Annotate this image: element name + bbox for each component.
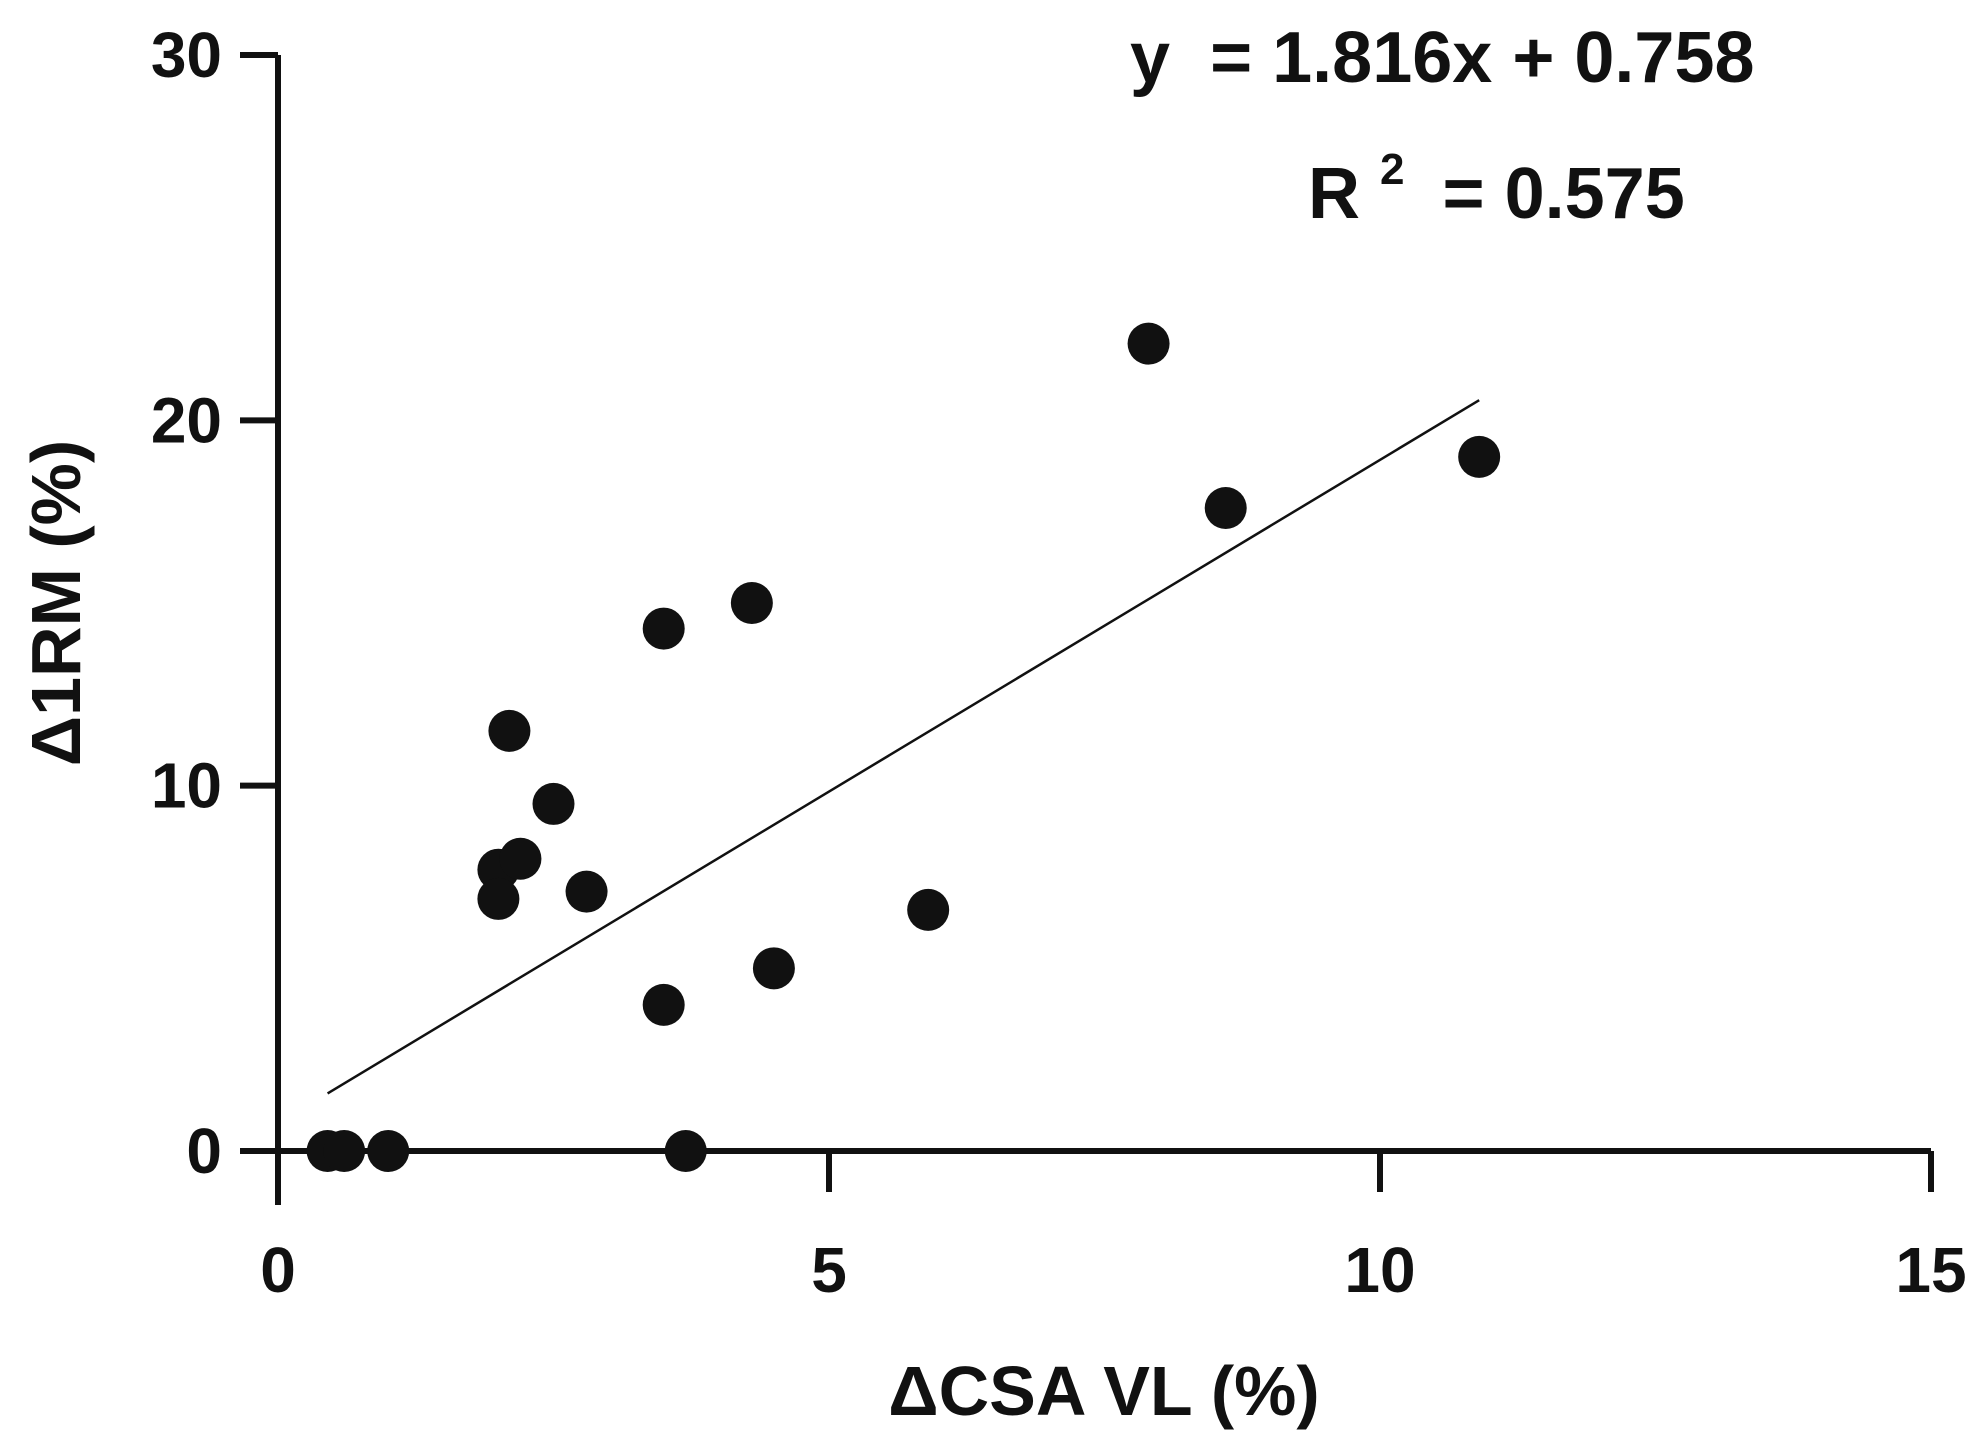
data-point bbox=[642, 607, 685, 650]
x-tick-label: 10 bbox=[1344, 1234, 1415, 1306]
x-axis-title: ΔCSA VL (%) bbox=[888, 1352, 1319, 1430]
data-point bbox=[664, 1130, 707, 1172]
x-tick-label: 5 bbox=[811, 1234, 847, 1306]
data-point bbox=[323, 1130, 366, 1172]
y-tick-label: 20 bbox=[151, 384, 222, 456]
regression-line bbox=[326, 399, 1480, 1095]
r2-prefix: R bbox=[1308, 154, 1360, 234]
data-point bbox=[488, 709, 531, 752]
data-point bbox=[565, 870, 608, 913]
y-tick-label: 30 bbox=[151, 19, 222, 91]
data-point bbox=[730, 582, 773, 624]
regression-equation: y = 1.816x + 0.758 bbox=[1130, 18, 1755, 98]
data-point bbox=[1458, 435, 1501, 478]
data-point bbox=[907, 888, 950, 931]
x-tick-label: 0 bbox=[260, 1234, 296, 1306]
x-axis: 0 5 10 15 bbox=[260, 1148, 1967, 1306]
data-point bbox=[499, 837, 542, 880]
data-points bbox=[306, 322, 1501, 1172]
data-point bbox=[1204, 487, 1247, 530]
data-point bbox=[642, 983, 685, 1026]
equation-body: = 1.816x + 0.758 bbox=[1210, 18, 1755, 98]
y-axis-title: Δ1RM (%) bbox=[17, 440, 95, 766]
equation-prefix: y bbox=[1130, 18, 1170, 98]
y-ticks: 0 10 20 30 bbox=[151, 19, 278, 1187]
r2-body: = 0.575 bbox=[1443, 154, 1685, 234]
data-point bbox=[752, 947, 795, 990]
data-point bbox=[532, 782, 575, 825]
data-point bbox=[367, 1130, 410, 1172]
x-tick-label: 15 bbox=[1895, 1234, 1966, 1306]
y-tick-label: 10 bbox=[151, 750, 222, 822]
r2-exponent: 2 bbox=[1380, 145, 1404, 194]
y-tick-label: 0 bbox=[186, 1115, 222, 1187]
data-point bbox=[477, 877, 520, 920]
y-axis: 0 10 20 30 bbox=[151, 19, 281, 1205]
x-ticks: 0 5 10 15 bbox=[260, 1151, 1967, 1306]
r-squared-label: R 2 = 0.575 bbox=[1308, 120, 1685, 234]
data-point bbox=[1127, 322, 1170, 365]
